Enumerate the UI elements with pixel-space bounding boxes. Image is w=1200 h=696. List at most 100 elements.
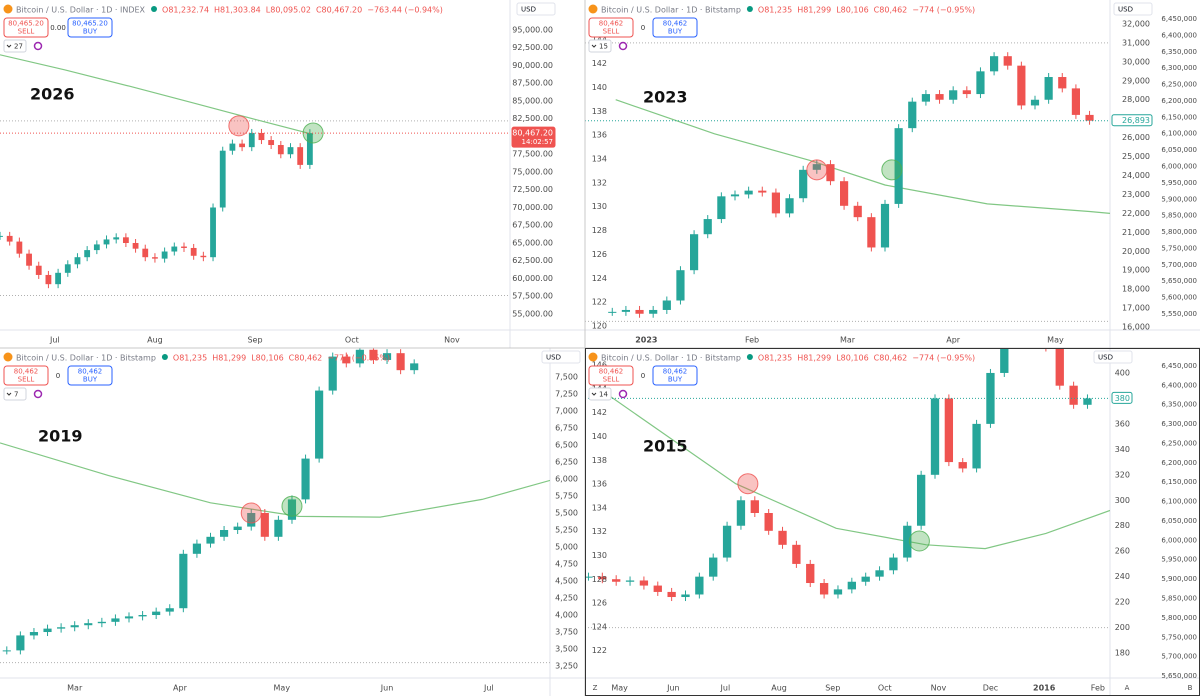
left-tick-label: 140 xyxy=(592,83,607,92)
sell-price: 80,462 xyxy=(599,368,624,376)
footer-mark[interactable]: A xyxy=(1125,684,1130,692)
ohlc-value: C80,462 xyxy=(874,354,908,363)
outer-tick-label: 5,800,000 xyxy=(1161,614,1197,622)
buy-button[interactable] xyxy=(67,17,113,38)
candle-body xyxy=(758,190,767,193)
candle-body xyxy=(342,356,351,364)
outer-tick-label: 5,700,000 xyxy=(1161,261,1197,269)
moving-average xyxy=(0,442,550,518)
footer-mark[interactable]: B xyxy=(1188,684,1193,692)
candle-body xyxy=(287,147,294,155)
moving-average xyxy=(0,54,314,135)
candle-body xyxy=(274,519,283,537)
candle-body xyxy=(287,499,297,520)
buy-button[interactable] xyxy=(67,365,113,386)
outer-tick-label: 5,800,000 xyxy=(1161,228,1197,236)
spread: 0.00 xyxy=(50,24,66,32)
left-tick-label: 128 xyxy=(592,575,607,584)
ohlc-value: L80,106 xyxy=(251,354,283,363)
footer-mark[interactable]: Z xyxy=(593,684,598,692)
candle-body xyxy=(103,239,110,245)
left-tick-label: 126 xyxy=(592,599,607,608)
candle-body xyxy=(248,132,255,148)
y-tick-label: 3,750 xyxy=(555,628,578,637)
candle-body xyxy=(681,594,690,598)
y-tick-label: 23,000 xyxy=(1122,190,1150,199)
symbol-icon xyxy=(588,4,598,14)
chevron xyxy=(6,392,12,396)
x-tick-label: Aug xyxy=(147,336,163,345)
candle-body xyxy=(935,94,944,100)
candle-body xyxy=(649,309,658,314)
indicator-toggle[interactable] xyxy=(588,387,612,401)
currency: USD xyxy=(1118,6,1133,14)
candle-body xyxy=(744,190,753,195)
candle-body xyxy=(1030,99,1040,106)
indicator-toggle[interactable] xyxy=(3,387,27,401)
sell-button[interactable] xyxy=(3,365,49,386)
currency-box[interactable] xyxy=(541,350,581,364)
currency-box[interactable] xyxy=(516,2,556,16)
y-tick-label: 25,000 xyxy=(1122,152,1150,161)
candle-body xyxy=(903,525,912,558)
indicator-count: 15 xyxy=(599,43,608,51)
x-tick-label: Aug xyxy=(771,684,787,693)
sell-button[interactable] xyxy=(3,17,49,38)
sell-button[interactable] xyxy=(588,365,634,386)
price-countdown: 14:02:57 xyxy=(522,138,553,146)
candle-body xyxy=(200,255,207,258)
y-tick-label: 5,250 xyxy=(555,526,578,535)
sell-button[interactable] xyxy=(588,17,634,38)
indicator-toggle[interactable] xyxy=(588,39,612,53)
year-label: 2026 xyxy=(30,85,75,104)
price-change: −774 (−0.95%) xyxy=(912,354,975,363)
indicator-icon xyxy=(618,41,628,51)
buy-button[interactable] xyxy=(652,365,698,386)
candle-body xyxy=(410,363,419,371)
candle-body xyxy=(122,237,129,243)
ohlc-value: L80,106 xyxy=(836,354,868,363)
candle-body xyxy=(949,90,958,100)
candle-body xyxy=(962,90,971,95)
x-tick-label: Apr xyxy=(946,336,961,345)
indicator-toggle[interactable] xyxy=(3,39,27,53)
outer-tick-label: 5,650,000 xyxy=(1161,672,1197,680)
candle-body xyxy=(916,474,926,526)
buy-button[interactable] xyxy=(652,17,698,38)
currency-box[interactable] xyxy=(1093,350,1133,364)
indicator-icon xyxy=(618,389,628,399)
left-tick-label: 132 xyxy=(592,178,607,187)
outer-tick-label: 6,350,000 xyxy=(1161,48,1197,56)
candle-body xyxy=(247,513,256,527)
x-tick-label: May xyxy=(1047,336,1064,345)
x-tick-label: Feb xyxy=(1091,684,1105,693)
candle-body xyxy=(297,147,304,165)
candle-body xyxy=(778,530,787,545)
candle-body xyxy=(608,311,617,313)
candle-body xyxy=(277,145,284,155)
candle-body xyxy=(93,244,100,251)
price-change: −774 (−0.95%) xyxy=(912,6,975,15)
candle-body xyxy=(97,621,106,624)
symbol-icon xyxy=(588,352,598,362)
highlight-circle xyxy=(881,159,903,181)
candle-body xyxy=(930,398,940,475)
outer-tick-label: 5,900,000 xyxy=(1161,575,1197,583)
left-tick-label: 130 xyxy=(592,551,607,560)
ohlc-value: C80,467.20 xyxy=(316,6,362,15)
y-tick-label: 6,750 xyxy=(555,423,578,432)
ohlc-value: H81,299 xyxy=(797,6,831,15)
x-tick-label: Oct xyxy=(878,684,892,693)
x-tick-label: Jun xyxy=(666,684,680,693)
currency-box[interactable] xyxy=(1113,2,1153,16)
candle-body xyxy=(722,525,732,558)
left-tick-label: 136 xyxy=(592,480,607,489)
candle-body xyxy=(598,576,607,580)
indicator-count: 14 xyxy=(599,391,608,399)
buy-price: 80,462 xyxy=(663,20,688,28)
spread: 0 xyxy=(56,372,60,380)
y-tick-label: 60,000.00 xyxy=(512,274,553,283)
outer-tick-label: 6,450,000 xyxy=(1161,362,1197,370)
candle-body xyxy=(113,237,120,240)
outer-tick-label: 5,900,000 xyxy=(1161,195,1197,203)
